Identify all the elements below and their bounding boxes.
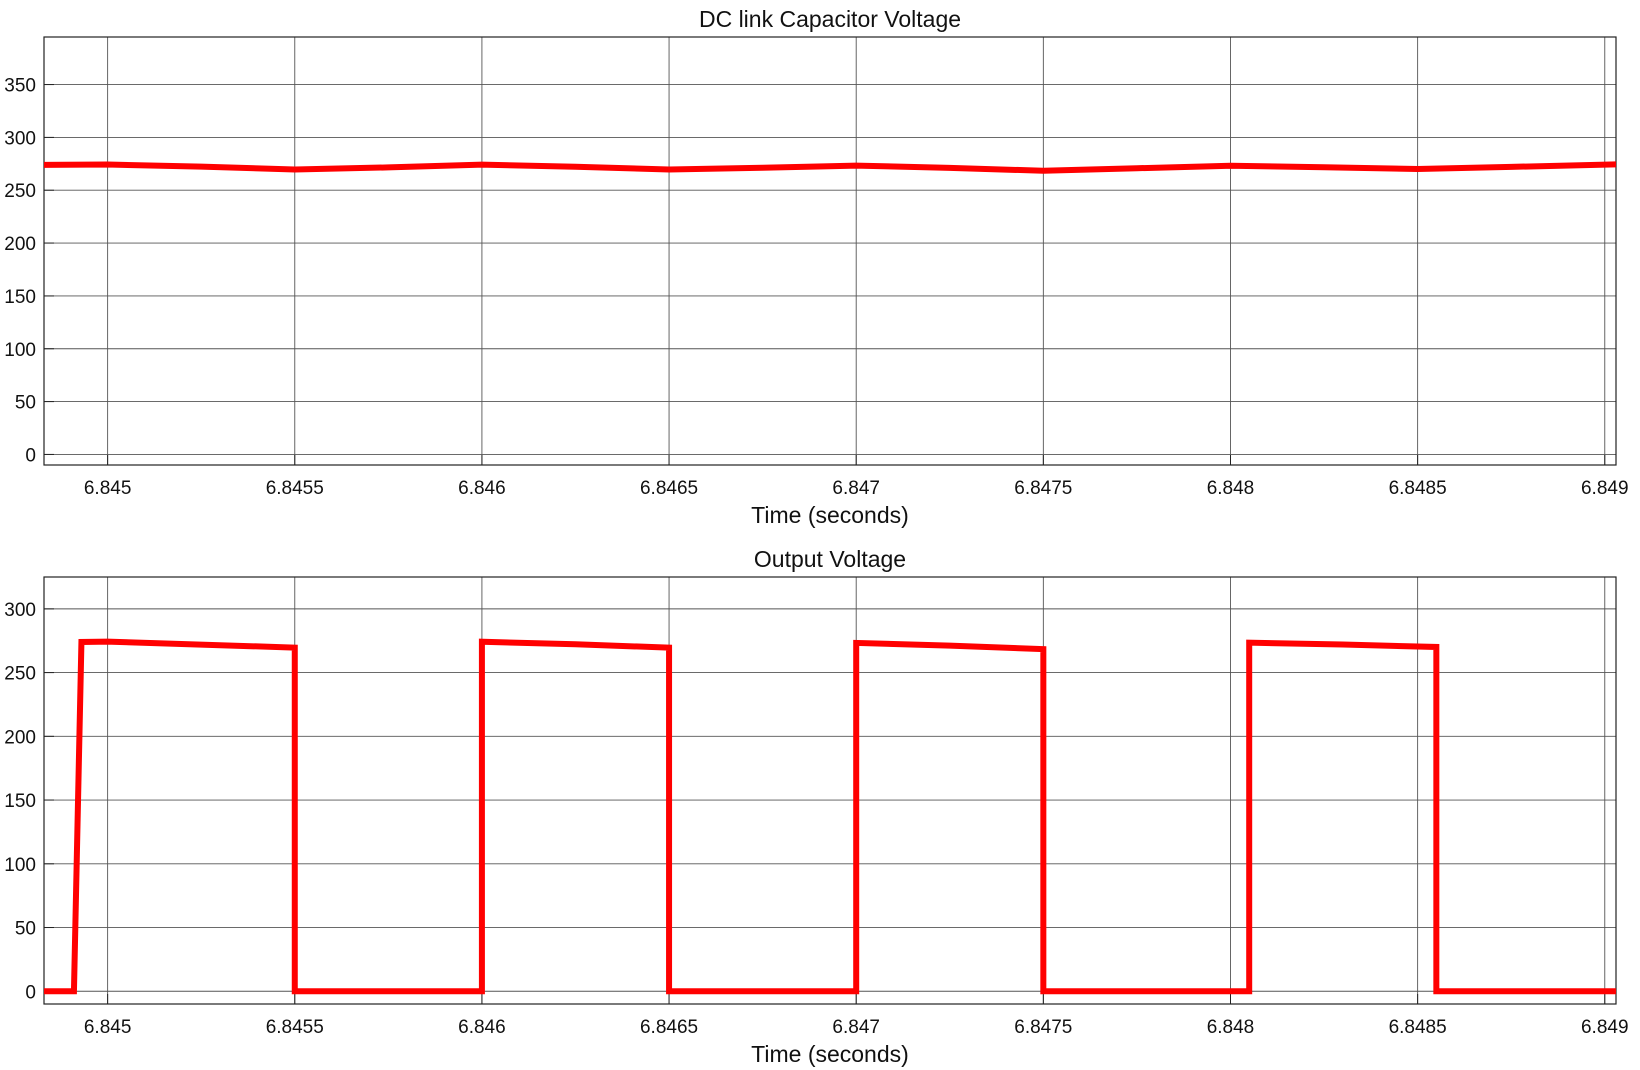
x-tick-label: 6.849 — [1581, 478, 1629, 499]
plot-area — [44, 577, 1616, 1004]
x-tick-label: 6.846 — [458, 1017, 506, 1038]
y-tick-label: 300 — [4, 600, 36, 621]
y-tick-label: 200 — [4, 727, 36, 748]
x-tick-label: 6.8465 — [640, 478, 698, 499]
y-tick-label: 350 — [4, 76, 36, 97]
y-tick-label: 200 — [4, 234, 36, 255]
x-axis-label: Time (seconds) — [751, 1041, 909, 1067]
x-tick-label: 6.8455 — [266, 1017, 324, 1038]
axes-frame — [43, 36, 1617, 466]
x-tick-label: 6.849 — [1581, 1017, 1629, 1038]
x-tick-label: 6.8485 — [1389, 1017, 1447, 1038]
series-line-0 — [44, 638, 1616, 995]
y-tick-label: 50 — [15, 919, 36, 940]
x-tick-label: 6.845 — [84, 478, 132, 499]
x-tick-label: 6.8465 — [640, 1017, 698, 1038]
y-tick-label: 250 — [4, 664, 36, 685]
x-tick-label: 6.845 — [84, 1017, 132, 1038]
y-tick-label: 300 — [4, 128, 36, 149]
y-tick-label: 250 — [4, 181, 36, 202]
y-tick-label: 100 — [4, 340, 36, 361]
y-tick-label: 150 — [4, 791, 36, 812]
x-tick-label: 6.848 — [1207, 1017, 1255, 1038]
x-tick-label: 6.846 — [458, 478, 506, 499]
y-tick-label: 0 — [25, 982, 36, 1003]
x-tick-label: 6.8455 — [266, 478, 324, 499]
series-line-0 — [43, 161, 1617, 174]
x-tick-label: 6.847 — [832, 1017, 880, 1038]
y-tick-label: 0 — [25, 445, 36, 466]
x-tick-label: 6.8475 — [1014, 1017, 1072, 1038]
chart-panel-0: 6.845 6.8455 6.846 6.8465 6.847 6.8475 6.848 6.… — [4, 6, 1628, 528]
y-tick-label: 100 — [4, 855, 36, 876]
x-axis-label: Time (seconds) — [751, 502, 909, 528]
y-tick-label: 150 — [4, 287, 36, 308]
x-tick-label: 6.847 — [832, 478, 880, 499]
axes-frame — [43, 576, 1617, 1005]
chart-panel-1: 6.845 6.8455 6.846 6.8465 6.847 6.8475 6.848 6.… — [4, 546, 1628, 1067]
x-tick-label: 6.848 — [1207, 478, 1255, 499]
plot-area — [44, 37, 1616, 465]
x-tick-label: 6.8475 — [1014, 478, 1072, 499]
chart-title: Output Voltage — [754, 546, 906, 572]
x-tick-label: 6.8485 — [1389, 478, 1447, 499]
y-tick-label: 50 — [15, 393, 36, 414]
chart-title: DC link Capacitor Voltage — [699, 6, 961, 32]
